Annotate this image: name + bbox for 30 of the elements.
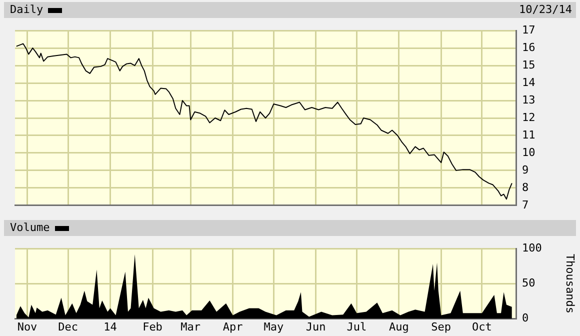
y-tick-label: 9	[522, 163, 529, 176]
y-tick-label: 16	[522, 40, 536, 54]
x-tick-label: May	[264, 320, 284, 334]
y-axis-title: Thousands	[564, 254, 577, 314]
y-tick-label: 14	[522, 76, 536, 89]
y-tick-label: 100	[522, 241, 542, 254]
x-tick-label: Nov	[17, 320, 38, 334]
legend-label: Daily	[10, 2, 44, 18]
x-tick-label: Aug	[388, 320, 409, 334]
y-tick-label: 0	[522, 312, 529, 325]
x-tick-label: Jun	[306, 320, 326, 334]
x-tick-label: Jul	[346, 320, 367, 334]
x-tick-label: Dec	[58, 320, 78, 334]
y-tick-label: 13	[522, 93, 536, 106]
y-tick-label: 17	[522, 23, 536, 36]
y-tick-label: 7	[522, 198, 529, 212]
x-tick-label: Feb	[142, 320, 162, 334]
y-tick-label: 11	[522, 128, 536, 142]
y-tick-label: 15	[522, 58, 536, 72]
x-tick-label: Sep	[431, 320, 452, 334]
x-tick-label: Apr	[222, 320, 244, 334]
text: 10/23/14	[519, 2, 572, 18]
x-tick-label: Mar	[180, 320, 201, 334]
y-tick-label: 50	[522, 276, 536, 290]
y-tick-label: 12	[522, 110, 536, 124]
y-tick-label: 8	[522, 180, 529, 194]
x-tick-label: 14	[104, 320, 118, 334]
y-tick-label: 10	[522, 146, 536, 159]
x-tick-label: Oct	[472, 320, 492, 334]
legend-label: Volume	[10, 220, 50, 236]
